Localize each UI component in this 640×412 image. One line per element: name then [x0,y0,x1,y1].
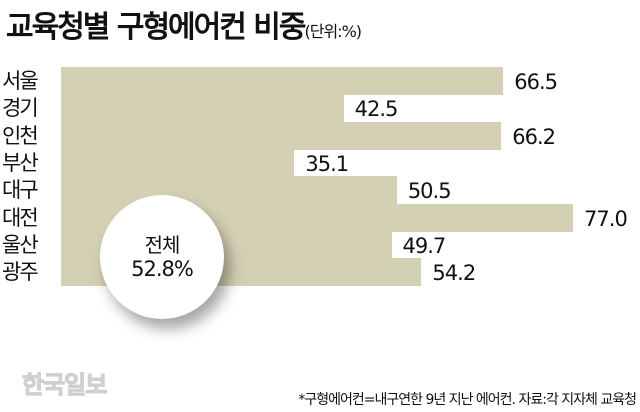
total-label: 전체 [144,233,181,257]
total-value: 52.8% [131,257,194,281]
bar-value: 54.2 [432,261,476,286]
region-label: 대구 [2,178,39,203]
region-label: 인천 [2,123,39,148]
watermark-logo: 한국일보 [21,371,107,400]
region-label: 울산 [2,232,39,257]
region-label: 광주 [2,260,39,285]
bar [61,94,344,123]
bar-value: 66.2 [512,124,556,149]
bar-value: 77.0 [584,206,628,231]
title-text: 교육청별 구형에어컨 비중 [6,10,306,45]
region-label: 경기 [2,96,39,121]
bar-value: 50.5 [407,179,452,204]
bar [61,121,502,150]
chart-title: 교육청별 구형에어컨 비중(단위:%) [6,2,363,46]
bar-row: 경기 42.5 [0,94,640,123]
unit-label: (단위:%) [304,22,363,41]
bar-value: 66.5 [514,70,558,94]
total-bubble: 전체 52.8% [100,195,224,319]
bar-row: 부산 35.1 [0,148,640,177]
footnote: *구형에어컨=내구연한 9년 지난 에어컨. 자료:각 지자체 교육청 [298,392,637,408]
bar-value: 42.5 [354,97,399,122]
bar-value: 35.1 [305,151,349,176]
bar [61,176,397,205]
bar [61,148,295,177]
region-label: 대전 [2,205,39,230]
bar-row: 대전 77.0 [0,203,640,232]
bar-value: 49.7 [402,233,447,258]
region-label: 부산 [2,150,39,175]
bar-row: 광주 54.2 [0,258,640,287]
bar-row: 서울 66.5 [0,67,640,95]
bar-row: 인천 66.2 [0,121,640,150]
bar [61,67,504,95]
bar-row: 울산 49.7 [0,230,640,259]
bar-row: 대구 50.5 [0,176,640,205]
region-label: 서울 [2,69,39,93]
